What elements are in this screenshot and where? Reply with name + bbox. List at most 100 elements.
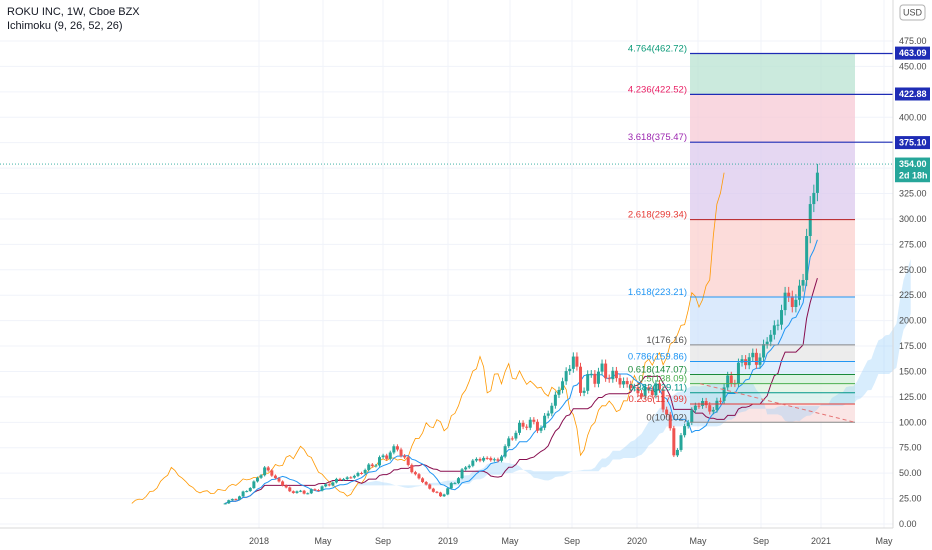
candle-body xyxy=(238,496,242,500)
candle-body xyxy=(535,421,539,431)
candle-body xyxy=(263,467,267,476)
candle-body xyxy=(245,491,249,493)
candle-body xyxy=(320,486,324,491)
candle-body xyxy=(561,381,565,391)
tenkan-line xyxy=(224,239,818,504)
candle-body xyxy=(288,487,292,492)
candle-body xyxy=(392,446,396,453)
candle-body xyxy=(690,410,694,423)
candle-body xyxy=(643,387,647,397)
candle-body xyxy=(327,484,331,486)
candle-body xyxy=(769,334,773,342)
fib-zone xyxy=(690,219,855,298)
candle-body xyxy=(313,489,317,491)
fib-level-label: 1(176.16) xyxy=(646,335,687,346)
candle-body xyxy=(424,482,428,485)
candle-body xyxy=(378,457,382,466)
candle-body xyxy=(449,483,453,489)
candle-body xyxy=(385,455,389,459)
candle-body xyxy=(514,432,518,439)
candle-body xyxy=(496,459,500,461)
candle-body xyxy=(543,415,547,428)
ichimoku-lines xyxy=(0,163,893,504)
fib-zone xyxy=(690,344,855,362)
candle-body xyxy=(622,381,626,385)
candle-body xyxy=(797,285,801,300)
candle-body xyxy=(406,457,410,465)
candle-body xyxy=(790,296,794,307)
candle-body xyxy=(693,405,697,411)
price-tick-label: 50.00 xyxy=(899,468,922,478)
candle-body xyxy=(349,477,353,479)
fibonacci-labels: 4.764(462.72) 4.236(422.52) 3.618(375.47) 2… xyxy=(628,43,893,423)
candle-body xyxy=(367,464,371,470)
time-tick-label: 2020 xyxy=(627,536,647,546)
candle-body xyxy=(715,400,719,410)
fib-zone xyxy=(690,94,855,143)
candle-body xyxy=(726,375,730,388)
price-tick-label: 300.00 xyxy=(899,214,927,224)
candle-body xyxy=(593,373,597,384)
candle-body xyxy=(363,469,367,474)
time-tick-label: 2019 xyxy=(438,536,458,546)
candle-body xyxy=(241,491,245,497)
candle-body xyxy=(679,435,683,450)
candle-body xyxy=(503,446,507,457)
price-badge-label: 422.88 xyxy=(899,89,927,99)
candle-body xyxy=(471,460,475,466)
price-tick-label: 0.00 xyxy=(899,519,917,529)
candle-body xyxy=(521,422,525,427)
candle-body xyxy=(729,375,733,384)
candle-body xyxy=(568,368,572,372)
time-axis[interactable]: 2018 May Sep 2019 May Sep 2020 May Sep 2021 May xyxy=(249,536,893,546)
candle-body xyxy=(259,475,263,478)
candle-body xyxy=(281,481,285,486)
currency-button[interactable]: USD xyxy=(899,4,926,21)
indicator-legend[interactable]: Ichimoku (9, 26, 52, 26) xyxy=(7,20,123,32)
candle-body xyxy=(395,446,399,450)
candle-body xyxy=(801,280,805,286)
time-tick-label: Sep xyxy=(753,536,769,546)
candle-body xyxy=(772,325,776,335)
candle-body xyxy=(223,503,227,505)
chart-title[interactable]: ROKU INC, 1W, Cboe BZX xyxy=(7,6,140,18)
candle-body xyxy=(460,469,464,479)
kijun-line xyxy=(224,277,818,504)
price-tick-label: 150.00 xyxy=(899,366,927,376)
fib-zone xyxy=(690,53,855,95)
candle-body xyxy=(697,405,701,407)
price-tick-label: 125.00 xyxy=(899,392,927,402)
fib-zone xyxy=(690,142,855,220)
price-tick-label: 25.00 xyxy=(899,494,922,504)
candle-body xyxy=(410,464,414,473)
candle-body xyxy=(381,455,385,458)
candle-body xyxy=(517,422,521,433)
candles xyxy=(223,163,819,505)
candle-body xyxy=(230,499,234,501)
candle-body xyxy=(718,400,722,402)
fib-level-label: 4.236(422.52) xyxy=(628,84,687,95)
price-badge xyxy=(895,87,930,101)
price-badge-label: 2d 18h xyxy=(899,171,928,181)
candle-body xyxy=(794,299,798,307)
candle-body xyxy=(478,458,482,461)
time-tick-label: May xyxy=(875,536,893,546)
candle-body xyxy=(421,478,425,483)
candle-body xyxy=(683,426,687,436)
price-badge-label: 463.09 xyxy=(899,48,927,58)
price-tick-label: 75.00 xyxy=(899,443,922,453)
time-tick-label: Sep xyxy=(375,536,391,546)
candle-body xyxy=(474,458,478,461)
candle-body xyxy=(435,491,439,493)
candle-body xyxy=(672,428,676,456)
ichimoku-cloud-area xyxy=(318,259,911,504)
price-badge-label: 375.10 xyxy=(899,138,927,148)
fib-level-label: 0.236(117.99) xyxy=(629,394,687,405)
price-axis[interactable]: 475.00450.00425.00400.00375.00350.00325.… xyxy=(899,36,927,529)
price-tick-label: 100.00 xyxy=(899,417,927,427)
candle-body xyxy=(446,488,450,495)
candle-body xyxy=(815,172,819,193)
candle-body xyxy=(711,409,715,412)
price-badge-label: 354.00 xyxy=(899,159,927,169)
